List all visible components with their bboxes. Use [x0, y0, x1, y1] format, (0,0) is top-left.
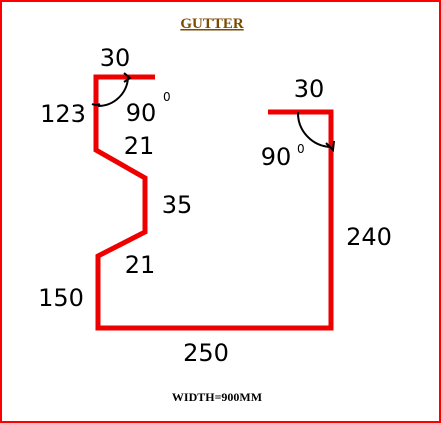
dim-right-wall: 240 — [346, 223, 392, 251]
width-note: WIDTH=900MM — [172, 390, 262, 404]
drawing-title: GUTTER — [180, 16, 244, 32]
dim-lower-return: 21 — [125, 251, 156, 279]
left-angle-arc-123 — [91, 103, 101, 106]
dim-left-angle-small: 123 — [40, 100, 86, 128]
dim-right-angle: 90 — [261, 143, 292, 171]
dim-right-lip: 30 — [294, 75, 325, 103]
dim-left-angle-right: 90 — [126, 99, 157, 127]
right-angle-arrow — [325, 140, 335, 153]
right-angle-arc-90 — [296, 111, 332, 148]
left-angle-arrow-1 — [123, 72, 132, 83]
gutter-profile-left — [93, 74, 334, 331]
degree-symbol-right: 0 — [297, 142, 305, 156]
degree-symbol-left: 0 — [163, 90, 171, 104]
left-angle-arc-90 — [97, 76, 129, 107]
dim-step-face: 35 — [162, 191, 193, 219]
dim-left-lip: 30 — [100, 44, 131, 72]
dim-base: 250 — [183, 339, 229, 367]
dim-upper-return: 21 — [124, 132, 155, 160]
dim-left-wall: 150 — [38, 284, 84, 312]
